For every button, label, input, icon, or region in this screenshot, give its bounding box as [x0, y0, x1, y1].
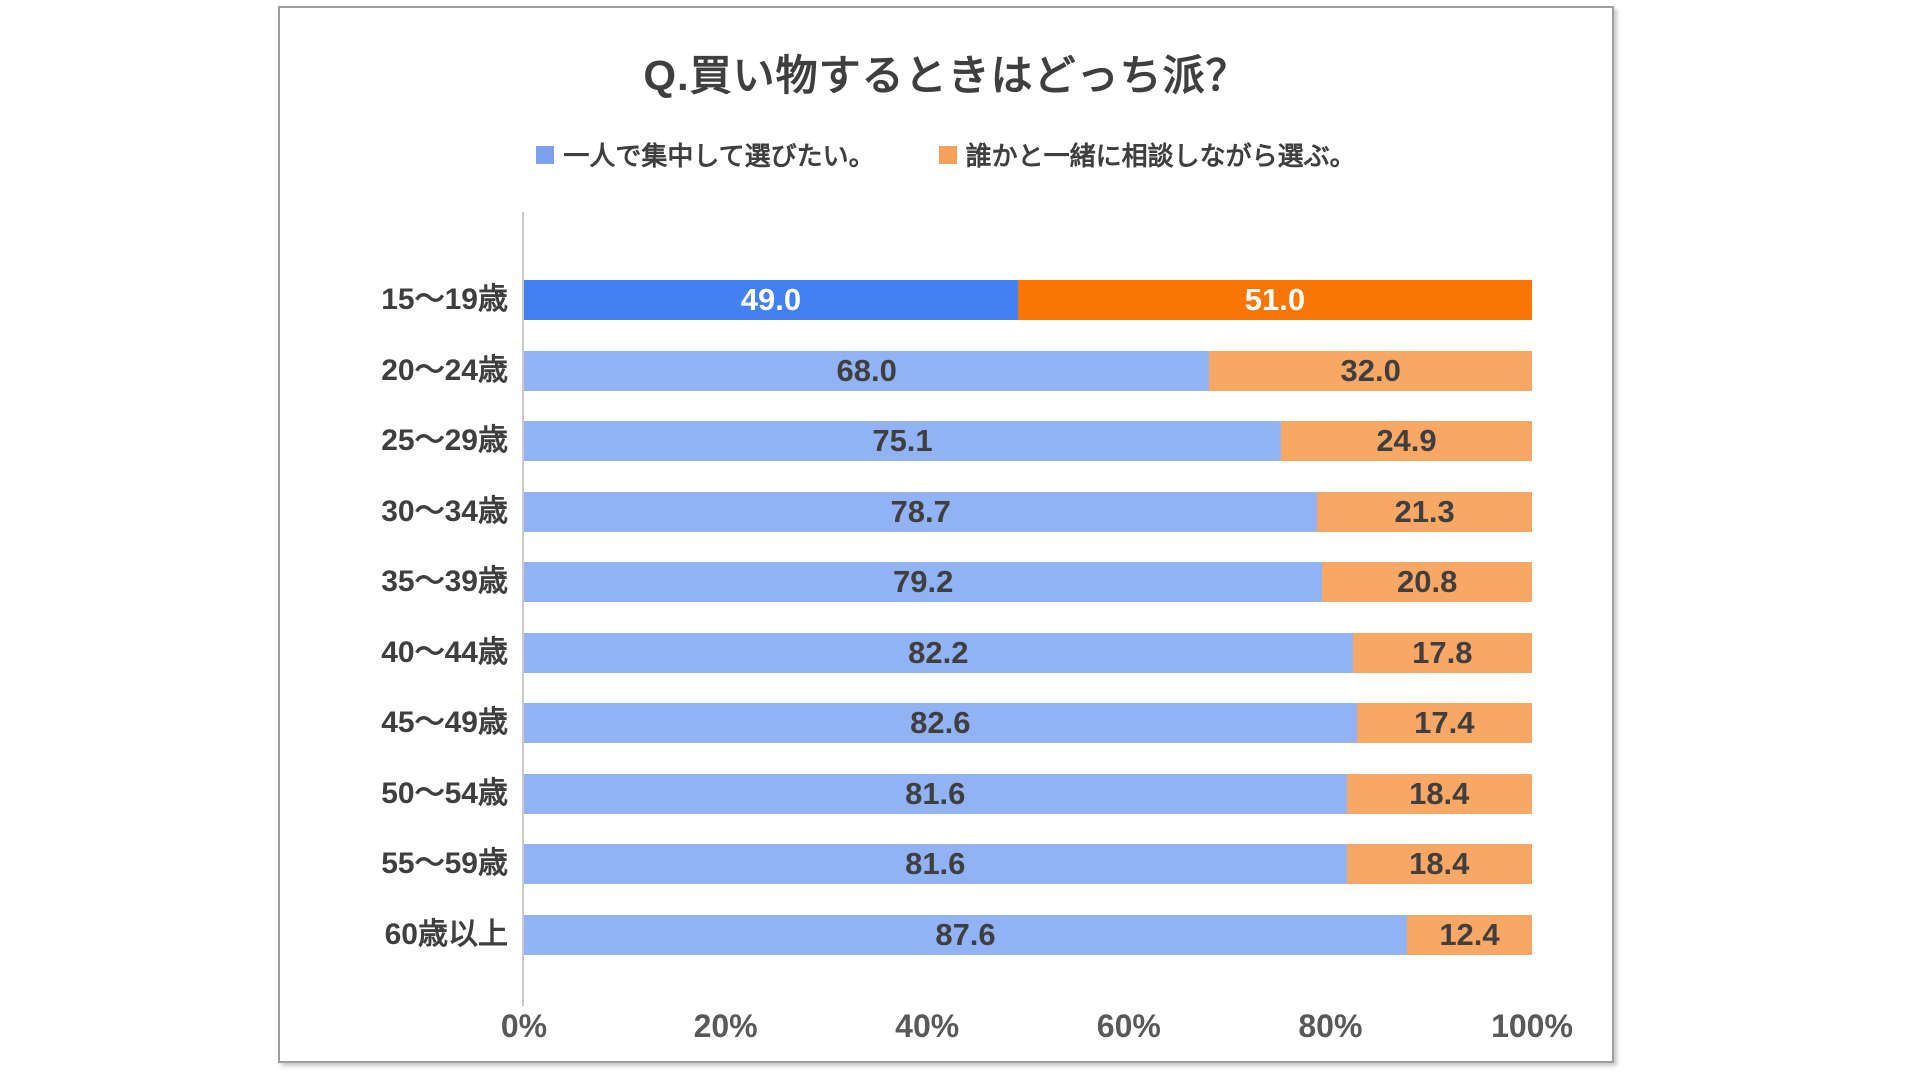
value-label-together: 18.4 [1409, 846, 1470, 881]
category-label: 50〜54歳 [381, 776, 508, 810]
stacked-bar: 82.6 17.4 [524, 703, 1532, 743]
category-axis-line [522, 212, 524, 1006]
x-axis-tick-label: 20% [693, 1008, 758, 1044]
chart-title: Q.買い物するときはどっち派？ [643, 52, 1249, 99]
bar-segment-together: 18.4 [1346, 773, 1532, 814]
category-label: 35〜39歳 [381, 565, 508, 598]
value-label-alone: 87.6 [935, 916, 996, 952]
bar-segment-alone: 78.7 [524, 491, 1318, 532]
category-label: 55〜59歳 [381, 847, 508, 880]
category-label: 40〜44歳 [381, 635, 508, 669]
bar-segment-together: 24.9 [1281, 421, 1532, 461]
bar-segment-together: 51.0 [1017, 280, 1532, 320]
bar-row: 25〜29歳 75.1 24.9 [280, 421, 1612, 461]
bar-row: 60歳以上 87.6 12.4 [280, 914, 1612, 955]
legend-swatch-orange-icon [938, 145, 957, 164]
value-label-together: 17.8 [1412, 634, 1473, 670]
category-label: 30〜34歳 [381, 494, 508, 528]
stacked-bar: 49.0 51.0 [524, 280, 1532, 320]
bar-segment-together: 17.4 [1356, 703, 1532, 743]
stacked-bar: 68.0 32.0 [524, 350, 1532, 391]
value-label-alone: 78.7 [890, 493, 951, 529]
value-label-together: 32.0 [1340, 352, 1401, 388]
stacked-bar: 79.2 20.8 [524, 562, 1532, 602]
bar-segment-together: 17.8 [1352, 632, 1532, 673]
category-label: 20〜24歳 [381, 353, 508, 387]
bar-row: 40〜44歳 82.2 17.8 [280, 632, 1612, 673]
bar-segment-alone: 81.6 [524, 773, 1347, 814]
bar-segment-alone: 49.0 [524, 280, 1018, 320]
stacked-bar: 87.6 12.4 [524, 914, 1532, 955]
value-label-together: 12.4 [1439, 916, 1500, 952]
stacked-bar: 81.6 18.4 [524, 844, 1532, 884]
value-label-alone: 82.6 [910, 705, 971, 740]
legend-swatch-blue-icon [536, 145, 555, 164]
category-label: 25〜29歳 [381, 424, 508, 457]
category-label: 60歳以上 [384, 917, 508, 951]
bar-row: 55〜59歳 81.6 18.4 [280, 844, 1612, 884]
bar-segment-together: 32.0 [1209, 350, 1532, 391]
legend-label-alone: 一人で集中して選びたい。 [563, 141, 875, 171]
x-axis-tick-label: 0% [500, 1008, 548, 1044]
bar-segment-together: 12.4 [1407, 914, 1532, 955]
bar-segment-alone: 68.0 [524, 350, 1210, 391]
legend-item-alone: 一人で集中して選びたい。 [536, 136, 875, 173]
value-label-alone: 79.2 [892, 564, 954, 599]
x-axis: 0% 20% 40% 60% 80% 100% [280, 1008, 1612, 1054]
bar-segment-alone: 81.6 [524, 844, 1347, 884]
value-label-alone: 75.1 [872, 423, 933, 458]
x-axis-tick-label: 60% [1096, 1008, 1161, 1044]
value-label-together: 21.3 [1394, 493, 1455, 529]
value-label-together: 24.9 [1376, 423, 1437, 458]
bar-segment-alone: 87.6 [524, 914, 1407, 955]
bar-segment-alone: 82.6 [524, 703, 1357, 743]
bar-segment-alone: 75.1 [524, 421, 1281, 461]
value-label-together: 51.0 [1244, 282, 1306, 317]
plot-area: 15〜19歳 49.0 51.0 20〜24歳 68.0 32.0 25〜29歳… [280, 8, 1612, 1061]
bar-segment-together: 18.4 [1346, 844, 1532, 884]
stacked-bar: 75.1 24.9 [524, 421, 1532, 461]
legend-label-together: 誰かと一緒に相談しながら選ぶ。 [965, 141, 1356, 171]
bar-segment-together: 21.3 [1317, 491, 1532, 532]
bar-segment-alone: 79.2 [524, 562, 1323, 602]
value-label-together: 18.4 [1409, 775, 1470, 811]
value-label-alone: 81.6 [905, 846, 966, 881]
bar-row: 45〜49歳 82.6 17.4 [280, 703, 1612, 743]
chart-frame: Q.買い物するときはどっち派？ 一人で集中して選びたい。 誰かと一緒に相談しなが… [278, 6, 1614, 1063]
legend: 一人で集中して選びたい。 誰かと一緒に相談しながら選ぶ。 [280, 136, 1612, 173]
bar-row: 50〜54歳 81.6 18.4 [280, 773, 1612, 814]
x-axis-tick-label: 100% [1491, 1008, 1573, 1044]
bar-row: 35〜39歳 79.2 20.8 [280, 562, 1612, 602]
value-label-together: 20.8 [1396, 564, 1458, 599]
bar-row: 20〜24歳 68.0 32.0 [280, 350, 1612, 391]
value-label-alone: 81.6 [905, 775, 966, 811]
value-label-alone: 68.0 [836, 352, 897, 388]
bar-segment-alone: 82.2 [524, 632, 1353, 673]
category-label: 15〜19歳 [381, 283, 508, 316]
value-label-alone: 49.0 [740, 282, 802, 317]
x-axis-tick-label: 80% [1298, 1008, 1363, 1044]
bar-segment-together: 20.8 [1322, 562, 1532, 602]
value-label-together: 17.4 [1414, 705, 1475, 740]
stacked-bar: 82.2 17.8 [524, 632, 1532, 673]
x-axis-tick-label: 40% [895, 1008, 960, 1044]
category-label: 45〜49歳 [381, 706, 508, 739]
legend-item-together: 誰かと一緒に相談しながら選ぶ。 [938, 136, 1356, 173]
stacked-bar: 78.7 21.3 [524, 491, 1532, 532]
bar-row: 30〜34歳 78.7 21.3 [280, 491, 1612, 532]
stacked-bar: 81.6 18.4 [524, 773, 1532, 814]
bar-row: 15〜19歳 49.0 51.0 [280, 280, 1612, 320]
value-label-alone: 82.2 [908, 634, 969, 670]
